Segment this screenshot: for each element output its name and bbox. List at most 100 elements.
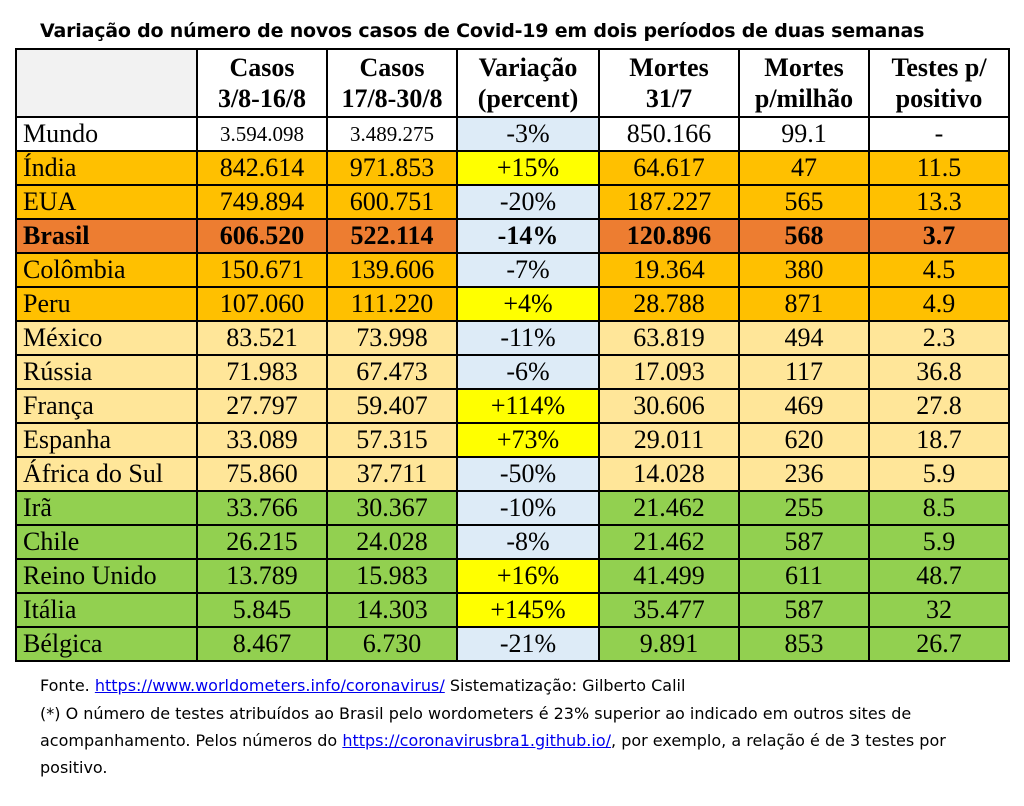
table-row: Itália 5.845 14.303 +145% 35.477 587 32 <box>15 592 1010 628</box>
deaths-cell: 30.606 <box>598 388 740 424</box>
tests-per-positive-cell: 36.8 <box>868 354 1010 390</box>
document-title: Variação do número de novos casos de Cov… <box>40 20 925 42</box>
deaths-per-million-cell: 568 <box>738 218 870 254</box>
tests-per-positive-cell: 32 <box>868 592 1010 628</box>
cases-period1-cell: 71.983 <box>196 354 328 390</box>
country-cell: Índia <box>15 150 198 186</box>
column-header-line2: 31/7 <box>645 84 693 113</box>
table-row: Irã 33.766 30.367 -10% 21.462 255 8.5 <box>15 490 1010 526</box>
variation-cell: -50% <box>456 456 600 492</box>
cases-period2-cell: 3.489.275 <box>326 116 458 152</box>
tests-per-positive-cell: 5.9 <box>868 456 1010 492</box>
variation-cell: -3% <box>456 116 600 152</box>
tests-per-positive-cell: 18.7 <box>868 422 1010 458</box>
variation-cell: +4% <box>456 286 600 322</box>
source-prefix: Fonte. <box>40 676 90 695</box>
tests-per-positive-cell: 26.7 <box>868 626 1010 662</box>
column-header-line1: Testes p/ <box>891 53 987 82</box>
tests-per-positive-cell: 8.5 <box>868 490 1010 526</box>
deaths-cell: 19.364 <box>598 252 740 288</box>
cases-period1-cell: 606.520 <box>196 218 328 254</box>
tests-per-positive-cell: 3.7 <box>868 218 1010 254</box>
deaths-cell: 28.788 <box>598 286 740 322</box>
cases-period2-cell: 111.220 <box>326 286 458 322</box>
deaths-per-million-cell: 47 <box>738 150 870 186</box>
table-row: Índia 842.614 971.853 +15% 64.617 47 11.5 <box>15 150 1010 186</box>
cases-period2-cell: 73.998 <box>326 320 458 356</box>
coronavirusbra1-link[interactable]: https://coronavirusbra1.github.io/ <box>342 731 612 750</box>
variation-cell: +16% <box>456 558 600 594</box>
column-header-line2: 3/8-16/8 <box>217 84 307 113</box>
country-cell: Brasil <box>15 218 198 254</box>
table-row: México 83.521 73.998 -11% 63.819 494 2.3 <box>15 320 1010 356</box>
country-cell: Espanha <box>15 422 198 458</box>
deaths-per-million-cell: 620 <box>738 422 870 458</box>
deaths-cell: 17.093 <box>598 354 740 390</box>
deaths-cell: 29.011 <box>598 422 740 458</box>
source-credit: Sistematização: Gilberto Calil <box>444 676 686 695</box>
column-header-6: Testes p/positivo <box>868 48 1010 118</box>
deaths-per-million-cell: 494 <box>738 320 870 356</box>
country-cell: Mundo <box>15 116 198 152</box>
variation-cell: +73% <box>456 422 600 458</box>
table-body: Mundo 3.594.098 3.489.275 -3% 850.166 99.1- Ín… <box>15 116 1010 662</box>
column-header-line2: p/milhão <box>754 84 854 113</box>
note-line-2-prefix: acompanhamento. Pelos números do <box>40 731 343 750</box>
cases-period2-cell: 522.114 <box>326 218 458 254</box>
variation-cell: -10% <box>456 490 600 526</box>
deaths-cell: 850.166 <box>598 116 740 152</box>
cases-period2-cell: 59.407 <box>326 388 458 424</box>
deaths-per-million-cell: 871 <box>738 286 870 322</box>
cases-period1-cell: 27.797 <box>196 388 328 424</box>
deaths-per-million-cell: 99.1 <box>738 116 870 152</box>
cases-period1-cell: 83.521 <box>196 320 328 356</box>
deaths-cell: 35.477 <box>598 592 740 628</box>
variation-cell: -11% <box>456 320 600 356</box>
deaths-per-million-cell: 611 <box>738 558 870 594</box>
country-cell: EUA <box>15 184 198 220</box>
deaths-per-million-cell: 255 <box>738 490 870 526</box>
covid-cases-table: Casos 3/8-16/8 Casos 17/8-30/8 Variação (perc… <box>15 48 1010 662</box>
column-header-line1: Mortes <box>629 53 709 82</box>
table-header-row: Casos 3/8-16/8 Casos 17/8-30/8 Variação (perc… <box>15 48 1010 118</box>
column-header-line1: Variação <box>478 53 578 82</box>
worldometers-link[interactable]: https://www.worldometers.info/coronaviru… <box>94 676 445 695</box>
deaths-per-million-cell: 380 <box>738 252 870 288</box>
variation-cell: -7% <box>456 252 600 288</box>
country-cell: Reino Unido <box>15 558 198 594</box>
country-cell: México <box>15 320 198 356</box>
cases-period2-cell: 14.303 <box>326 592 458 628</box>
tests-per-positive-cell: 48.7 <box>868 558 1010 594</box>
cases-period1-cell: 5.845 <box>196 592 328 628</box>
tests-per-positive-cell: 27.8 <box>868 388 1010 424</box>
tests-per-positive-cell: 5.9 <box>868 524 1010 560</box>
cases-period1-cell: 842.614 <box>196 150 328 186</box>
table-row: Reino Unido 13.789 15.983 +16% 41.499 611 48.7 <box>15 558 1010 594</box>
deaths-cell: 64.617 <box>598 150 740 186</box>
column-header-3: Variação (percent) <box>456 48 600 118</box>
column-header-line1: Casos <box>229 53 295 82</box>
column-header-line2: positivo <box>895 84 983 113</box>
variation-cell: -6% <box>456 354 600 390</box>
cases-period1-cell: 75.860 <box>196 456 328 492</box>
table-row: Colômbia 150.671 139.606 -7% 19.364 380 4.5 <box>15 252 1010 288</box>
note-line-1: (*) O número de testes atribuídos ao Bra… <box>40 704 912 723</box>
tests-per-positive-cell: 11.5 <box>868 150 1010 186</box>
table-row: Peru 107.060 111.220 +4% 28.788 871 4.9 <box>15 286 1010 322</box>
variation-cell: -14% <box>456 218 600 254</box>
cases-period1-cell: 150.671 <box>196 252 328 288</box>
cases-period1-cell: 8.467 <box>196 626 328 662</box>
country-cell: África do Sul <box>15 456 198 492</box>
column-header-line2: 17/8-30/8 <box>341 84 443 113</box>
cases-period1-cell: 33.766 <box>196 490 328 526</box>
deaths-per-million-cell: 236 <box>738 456 870 492</box>
cases-period2-cell: 24.028 <box>326 524 458 560</box>
country-cell: Peru <box>15 286 198 322</box>
deaths-per-million-cell: 587 <box>738 524 870 560</box>
cases-period1-cell: 13.789 <box>196 558 328 594</box>
cases-period1-cell: 3.594.098 <box>196 116 328 152</box>
deaths-per-million-cell: 469 <box>738 388 870 424</box>
cases-period2-cell: 37.711 <box>326 456 458 492</box>
variation-cell: +145% <box>456 592 600 628</box>
country-cell: Bélgica <box>15 626 198 662</box>
